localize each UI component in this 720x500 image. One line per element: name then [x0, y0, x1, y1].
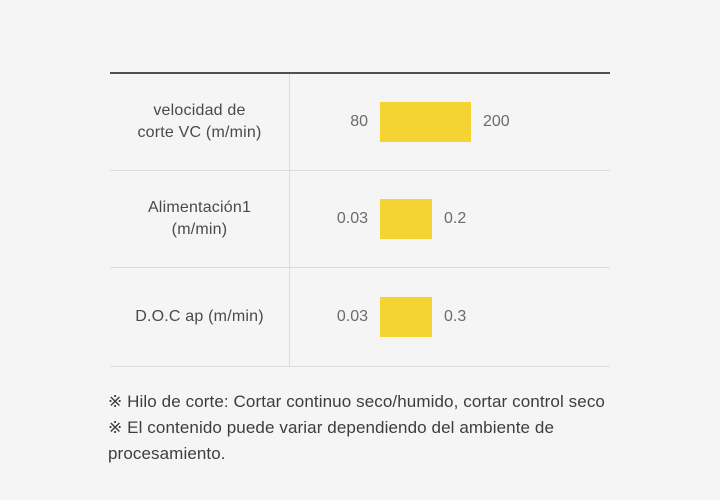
- range-bar: [380, 297, 432, 337]
- table-row: velocidad de corte VC (m/min) 80 200: [110, 74, 610, 171]
- row-label-cell: Alimentación1 (m/min): [110, 171, 290, 267]
- range-bar: [380, 102, 471, 142]
- range-max-value: 200: [483, 113, 510, 130]
- row-label-cell: velocidad de corte VC (m/min): [110, 74, 290, 170]
- table-row: Alimentación1 (m/min) 0.03 0.2: [110, 171, 610, 268]
- range-bar: [380, 199, 432, 239]
- row-value-cell: 80 200: [290, 74, 610, 170]
- row-value-cell: 0.03 0.3: [290, 268, 610, 366]
- range-min-value: 0.03: [336, 308, 368, 325]
- footnote-line: ※ El contenido puede variar dependiendo …: [108, 418, 555, 463]
- parameter-range-table: velocidad de corte VC (m/min) 80 200 Ali…: [110, 72, 610, 367]
- table-row: D.O.C ap (m/min) 0.03 0.3: [110, 268, 610, 367]
- footnotes: ※ Hilo de corte: Cortar continuo seco/hu…: [108, 389, 668, 467]
- row-label: velocidad de corte VC (m/min): [137, 102, 262, 141]
- row-label-cell: D.O.C ap (m/min): [110, 268, 290, 366]
- range-min-value: 0.03: [336, 210, 368, 227]
- range-max-value: 0.3: [444, 308, 467, 325]
- row-label: D.O.C ap (m/min): [135, 308, 264, 326]
- row-label: Alimentación1 (m/min): [147, 199, 252, 238]
- range-min-value: 80: [350, 113, 368, 130]
- range-max-value: 0.2: [444, 210, 467, 227]
- footnote-line: ※ Hilo de corte: Cortar continuo seco/hu…: [108, 392, 605, 411]
- row-value-cell: 0.03 0.2: [290, 171, 610, 267]
